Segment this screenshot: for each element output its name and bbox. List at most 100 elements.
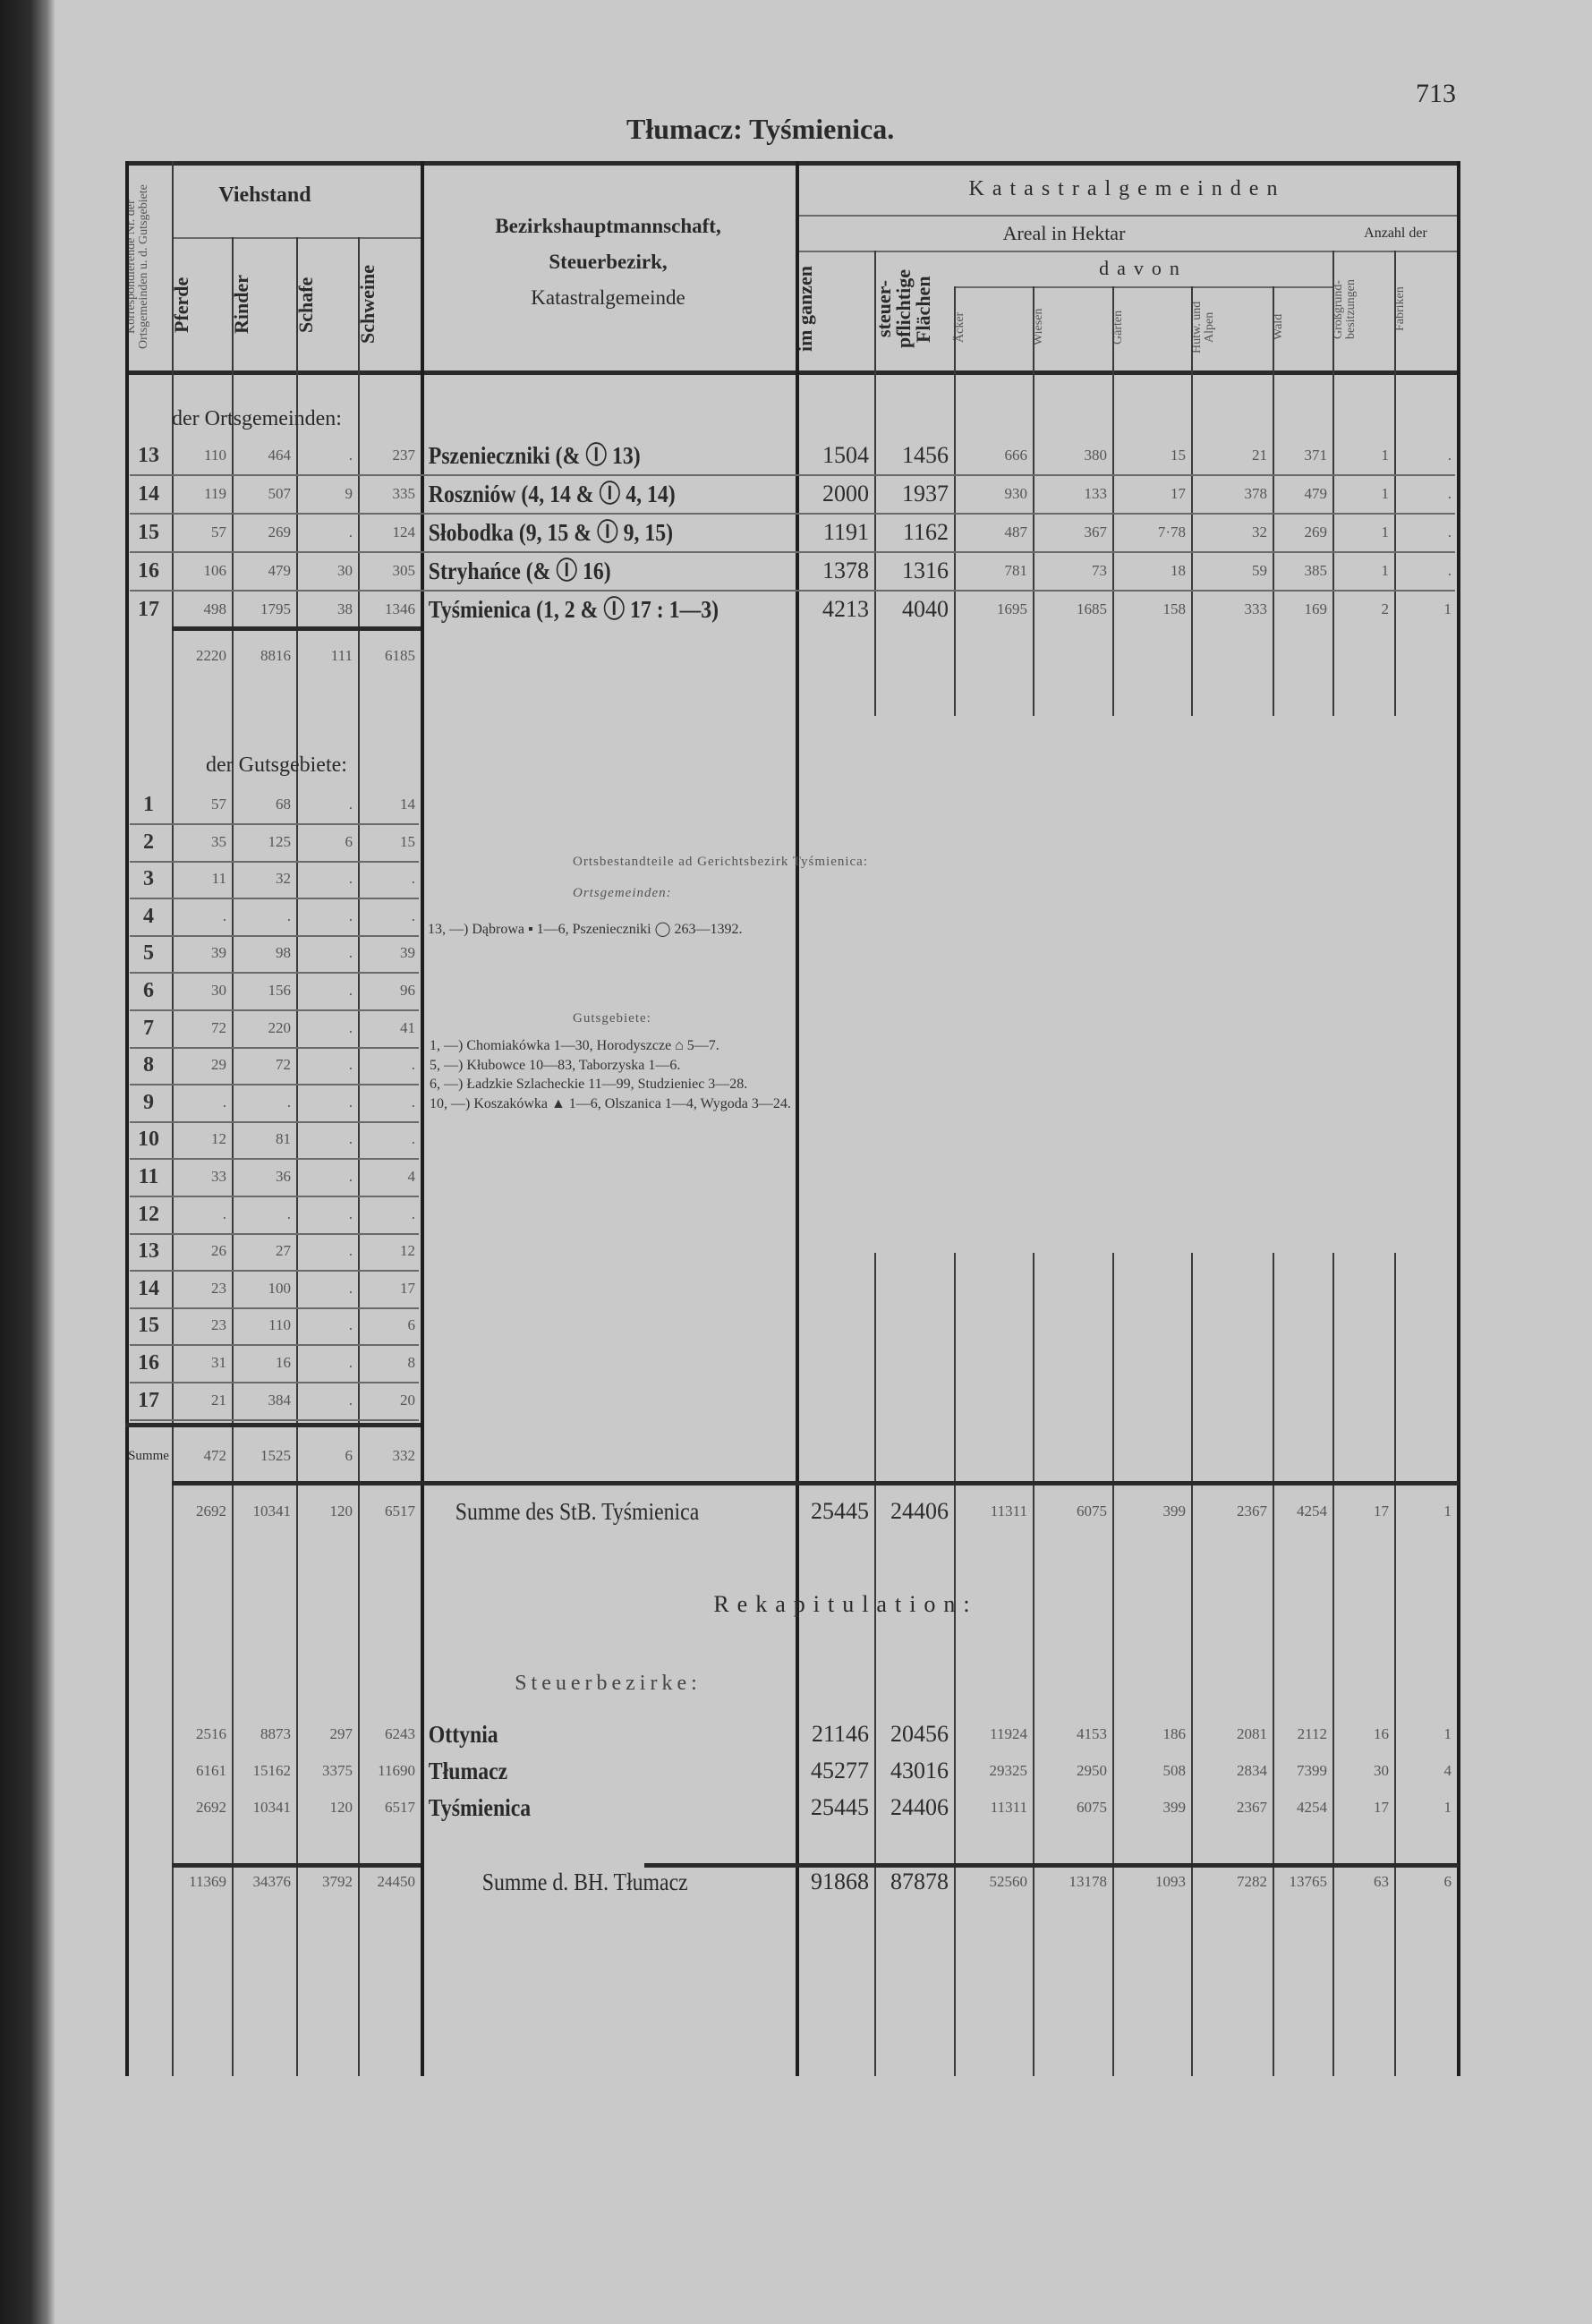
row-rule xyxy=(130,972,419,975)
livestock-value: 9 xyxy=(345,485,353,502)
column-rule xyxy=(1332,251,1334,370)
column-rule xyxy=(874,370,876,716)
livestock-value: . xyxy=(411,870,415,888)
livestock-value: 57 xyxy=(211,524,226,541)
livestock-value: 464 xyxy=(268,447,292,464)
area-value: 18 xyxy=(1171,562,1186,579)
gutsgebiete-label: der Gutsgebiete: xyxy=(206,753,347,777)
column-rule xyxy=(954,286,956,370)
rekap-count: 16 xyxy=(1374,1725,1389,1742)
row-number: 14 xyxy=(138,482,159,506)
row-number: 12 xyxy=(138,1202,159,1226)
area-value: 1504 xyxy=(822,442,869,468)
column-rule xyxy=(1273,370,1274,716)
livestock-value: 305 xyxy=(392,562,416,579)
livestock-value: 12 xyxy=(400,1242,415,1260)
livestock-value: . xyxy=(348,1205,353,1222)
rekap-area: 4254 xyxy=(1297,1799,1327,1816)
rekap-livestock: 3375 xyxy=(322,1762,353,1779)
anzahl-header: Anzahl der xyxy=(1364,226,1427,241)
area-value: 4040 xyxy=(902,596,949,622)
row-number: 15 xyxy=(138,521,159,544)
row-number: 8 xyxy=(143,1053,154,1077)
livestock-value: 35 xyxy=(211,832,226,850)
livestock-value: . xyxy=(348,1056,353,1074)
gutsgebiete-summe: 332 xyxy=(392,1447,416,1464)
column-rule xyxy=(1191,286,1193,370)
row-rule xyxy=(130,1046,419,1049)
livestock-value: 384 xyxy=(268,1391,292,1409)
row-rule xyxy=(130,1084,419,1086)
total-area: 1093 xyxy=(1155,1873,1186,1890)
column-rule xyxy=(1112,1253,1114,2076)
row-number: 13 xyxy=(138,444,159,467)
total-livestock: 3792 xyxy=(322,1873,353,1890)
livestock-value: 21 xyxy=(211,1391,226,1409)
count-value: 1 xyxy=(1443,600,1452,617)
total-livestock: 24450 xyxy=(377,1873,416,1890)
wiesen-header: Wiesen xyxy=(1032,308,1045,346)
livestock-value: 237 xyxy=(392,447,416,464)
livestock-value: 156 xyxy=(268,982,292,999)
count-value: . xyxy=(1447,562,1452,579)
count-value: . xyxy=(1447,485,1452,502)
livestock-value: 110 xyxy=(268,1316,291,1334)
livestock-value: . xyxy=(286,1205,291,1222)
livestock-value: 32 xyxy=(276,870,291,888)
count-value: 1 xyxy=(1381,485,1390,502)
area-value: 781 xyxy=(1004,562,1028,579)
row-number: 13 xyxy=(138,1239,159,1264)
steuerbezirk-sum-count: 17 xyxy=(1374,1503,1389,1520)
livestock-value: . xyxy=(286,907,291,924)
livestock-value: 11 xyxy=(211,870,226,888)
rekap-count: 17 xyxy=(1374,1799,1389,1816)
row-rule xyxy=(130,898,419,900)
katastralgemeinde-name: Roszniów (4, 14 & Ⓘ 4, 14) xyxy=(428,481,676,507)
rekap-area: 21146 xyxy=(811,1721,869,1747)
row-rule xyxy=(796,215,1459,217)
total-area: 13178 xyxy=(1068,1873,1108,1890)
livestock-value: 20 xyxy=(400,1391,415,1409)
gutsgebiete-summe: 472 xyxy=(203,1447,227,1464)
livestock-value: . xyxy=(411,1093,415,1111)
livestock-value: . xyxy=(411,1205,415,1222)
schafe-header: Schafe xyxy=(294,277,317,333)
column-rule xyxy=(125,161,129,2076)
livestock-value: . xyxy=(348,1316,353,1334)
bezirk-header-line1: Bezirkshauptmannschaft, xyxy=(495,215,721,237)
total-count: 6 xyxy=(1443,1873,1452,1890)
count-value: 1 xyxy=(1381,562,1390,579)
fabriken-header: Fabriken xyxy=(1393,286,1407,332)
area-value: 2000 xyxy=(822,481,869,507)
area-value: 1162 xyxy=(902,519,949,545)
row-rule xyxy=(130,1270,419,1273)
row-rule xyxy=(130,1196,419,1197)
area-value: 17 xyxy=(1171,485,1186,502)
livestock-value: 27 xyxy=(276,1242,291,1260)
total-count: 63 xyxy=(1374,1873,1389,1890)
rekapitulation-subtitle: Steuerbezirke: xyxy=(515,1672,702,1695)
livestock-value: 479 xyxy=(268,562,292,579)
livestock-value: . xyxy=(348,1242,353,1260)
row-number: 16 xyxy=(138,559,159,583)
steuerbezirk-sum-area: 6075 xyxy=(1077,1503,1107,1520)
katastralgemeinde-name: Tyśmienica (1, 2 & Ⓘ 17 : 1—3) xyxy=(428,596,719,623)
rekap-count: 30 xyxy=(1374,1762,1389,1779)
steuerbezirk-sum-count: 1 xyxy=(1443,1503,1452,1520)
livestock-value: . xyxy=(348,1093,353,1111)
livestock-value: 30 xyxy=(211,982,226,999)
livestock-value: 17 xyxy=(400,1279,415,1297)
hutweiden-header: Hutw. und Alpen xyxy=(1190,301,1216,353)
gutsgebiete-summe: 1525 xyxy=(260,1447,291,1464)
row-rule xyxy=(130,1344,419,1347)
livestock-value: 23 xyxy=(211,1316,226,1334)
rekap-area: 25445 xyxy=(811,1794,869,1820)
livestock-value: 16 xyxy=(276,1354,291,1371)
column-rule xyxy=(1394,1253,1396,2076)
pferde-header: Pferde xyxy=(170,277,192,333)
row-rule xyxy=(130,1418,419,1421)
livestock-value: 6 xyxy=(345,832,353,850)
livestock-value: 106 xyxy=(203,562,227,579)
column-rule xyxy=(1033,370,1034,716)
rekap-steuerbezirk-name: Tłumacz xyxy=(428,1758,508,1784)
